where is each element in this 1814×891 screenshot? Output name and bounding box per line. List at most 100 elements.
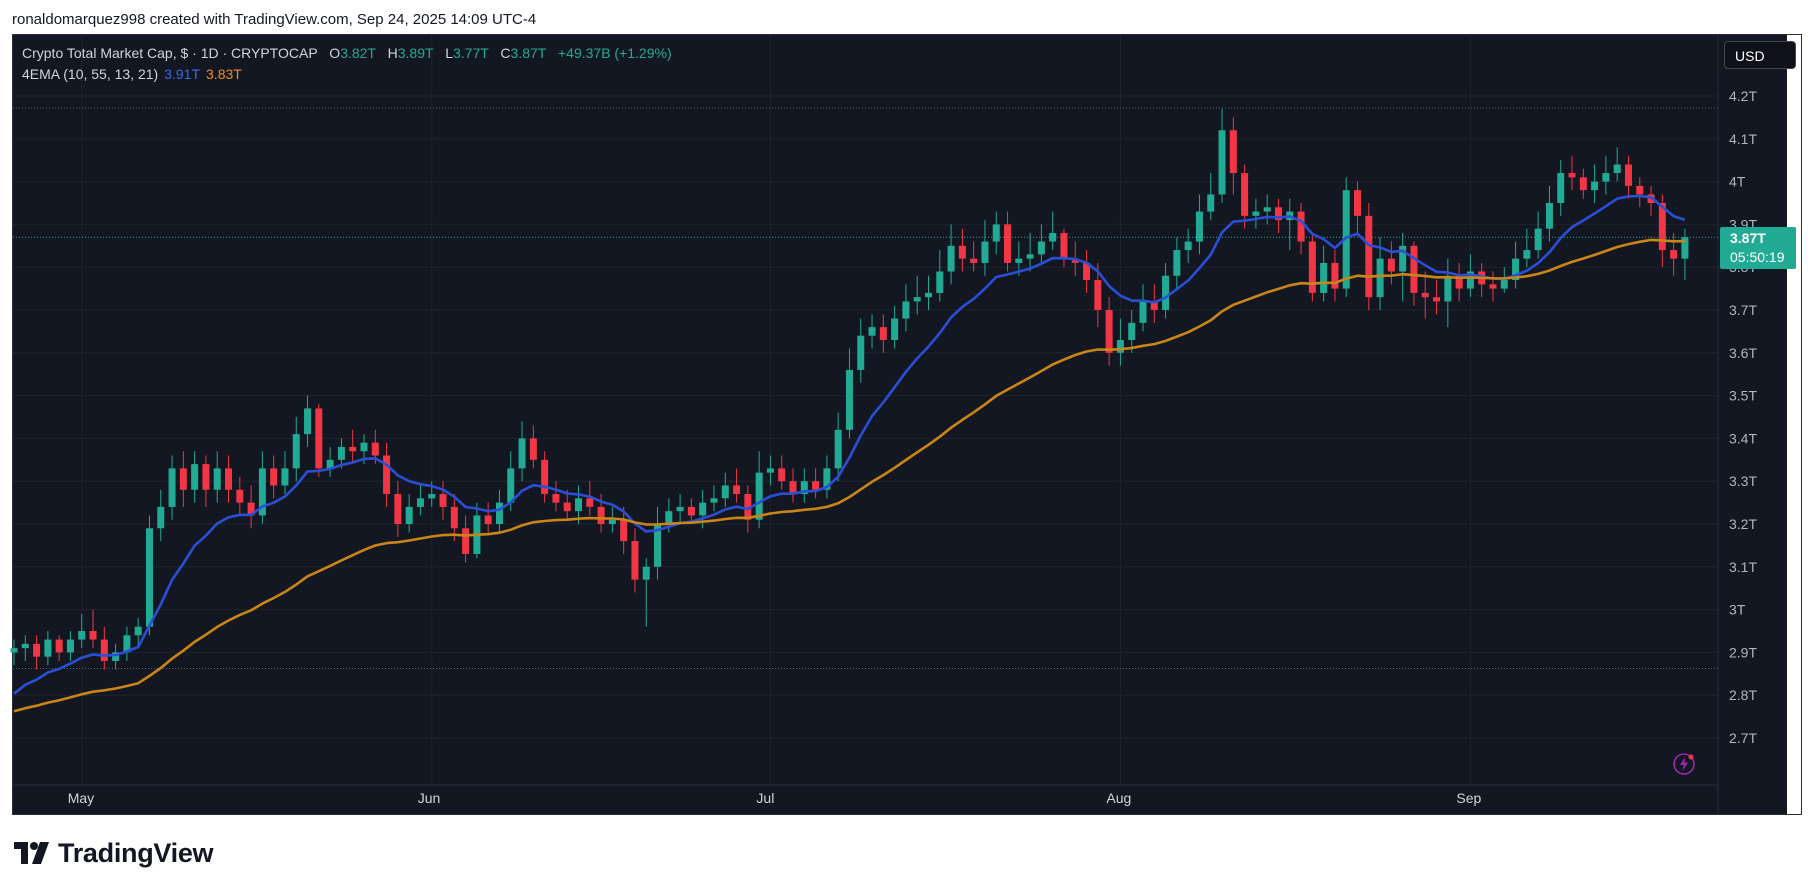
candle-body <box>868 327 876 336</box>
candle-body <box>1557 173 1565 203</box>
candle-body <box>958 245 966 259</box>
time-axis-label: Aug <box>1106 790 1131 806</box>
price-axis-label: 2.8T <box>1729 687 1757 703</box>
candle-body <box>247 502 255 516</box>
candle-body <box>654 524 662 567</box>
candle-body <box>913 297 921 302</box>
candle-body <box>1466 271 1474 289</box>
candle-body <box>845 369 853 430</box>
candle-body <box>1105 310 1113 353</box>
candle <box>1421 271 1429 319</box>
candle <box>845 348 853 439</box>
candle-body <box>1624 164 1632 186</box>
candle <box>1252 198 1260 229</box>
time-axis: May Jun Jul Aug Sep <box>68 790 1482 806</box>
candle <box>1624 155 1632 199</box>
candle <box>924 275 932 310</box>
candle <box>349 429 357 465</box>
candle <box>1354 181 1362 233</box>
candle-body <box>981 241 989 263</box>
price-axis-label: 4T <box>1729 174 1746 190</box>
candle-body <box>789 481 797 495</box>
candle <box>462 515 470 563</box>
candle <box>1387 241 1395 285</box>
candles <box>10 108 1689 670</box>
candle-body <box>168 468 176 507</box>
candle <box>10 639 18 666</box>
candle-body <box>1433 297 1441 302</box>
candle <box>970 241 978 272</box>
low-label: L <box>445 45 453 61</box>
price-axis-label: 3.2T <box>1729 516 1757 532</box>
candle <box>55 635 63 661</box>
candle-body <box>1218 130 1226 195</box>
candle <box>405 494 413 533</box>
lightning-icon[interactable] <box>1672 752 1696 776</box>
candle <box>191 451 199 503</box>
symbol-legend[interactable]: Crypto Total Market Cap, $ · 1D · CRYPTO… <box>22 45 672 61</box>
candle <box>1331 250 1339 302</box>
candle-body <box>360 442 368 452</box>
candle-body <box>1658 203 1666 251</box>
candle-body <box>597 506 605 524</box>
candle-body <box>1320 262 1328 293</box>
candle <box>168 455 176 520</box>
price-axis-label: 3.3T <box>1729 473 1757 489</box>
candle-body <box>507 468 515 503</box>
candle <box>1545 185 1553 242</box>
candle-body <box>778 468 786 482</box>
candle <box>552 481 560 512</box>
candle-body <box>112 652 120 661</box>
candle-body <box>1489 284 1497 289</box>
candle <box>484 502 492 533</box>
high-label: H <box>387 45 398 61</box>
candle-body <box>733 485 741 495</box>
candle <box>879 314 887 353</box>
candle <box>1591 164 1599 203</box>
candle <box>1229 117 1237 195</box>
candle <box>1195 194 1203 255</box>
candle-body <box>89 631 97 640</box>
candle-body <box>541 459 549 495</box>
indicator-legend[interactable]: 4EMA (10, 55, 13, 21) 3.91T 3.83T <box>22 66 242 82</box>
candle-body <box>518 438 526 469</box>
candle <box>1512 241 1520 289</box>
candle <box>541 451 549 503</box>
tradingview-logo-icon <box>14 842 49 864</box>
candle-body <box>1173 250 1181 276</box>
candle-body <box>699 502 707 516</box>
candle-body <box>1387 258 1395 272</box>
price-axis-label: 3.1T <box>1729 559 1757 575</box>
candle-body <box>428 494 436 499</box>
price-axis-label: 3.7T <box>1729 302 1757 318</box>
candle-body <box>1004 224 1012 263</box>
candle-body <box>416 498 424 507</box>
candle-body <box>258 468 266 516</box>
candle <box>687 498 695 524</box>
candle-body <box>970 258 978 263</box>
candle <box>213 451 221 503</box>
candle <box>1218 108 1226 203</box>
tradingview-logo[interactable]: TradingView <box>14 838 214 868</box>
candle <box>936 250 944 302</box>
currency-button[interactable]: USD <box>1724 41 1796 69</box>
candle-body <box>1026 254 1034 259</box>
candle-body <box>202 464 210 490</box>
candle <box>1433 280 1441 315</box>
candle <box>1037 224 1045 263</box>
candle-body <box>371 442 379 456</box>
candle <box>586 481 594 516</box>
candle <box>1116 318 1124 366</box>
candle <box>947 224 955 285</box>
candle <box>100 626 108 670</box>
open-label: O <box>329 45 341 61</box>
candle-body <box>495 502 503 524</box>
candle-body <box>326 459 334 469</box>
candle-body <box>1015 258 1023 263</box>
candle <box>1241 164 1249 229</box>
candle-body <box>687 506 695 516</box>
price-axis-label: 4.1T <box>1729 131 1757 147</box>
candle <box>902 284 910 332</box>
candle <box>1376 237 1384 310</box>
